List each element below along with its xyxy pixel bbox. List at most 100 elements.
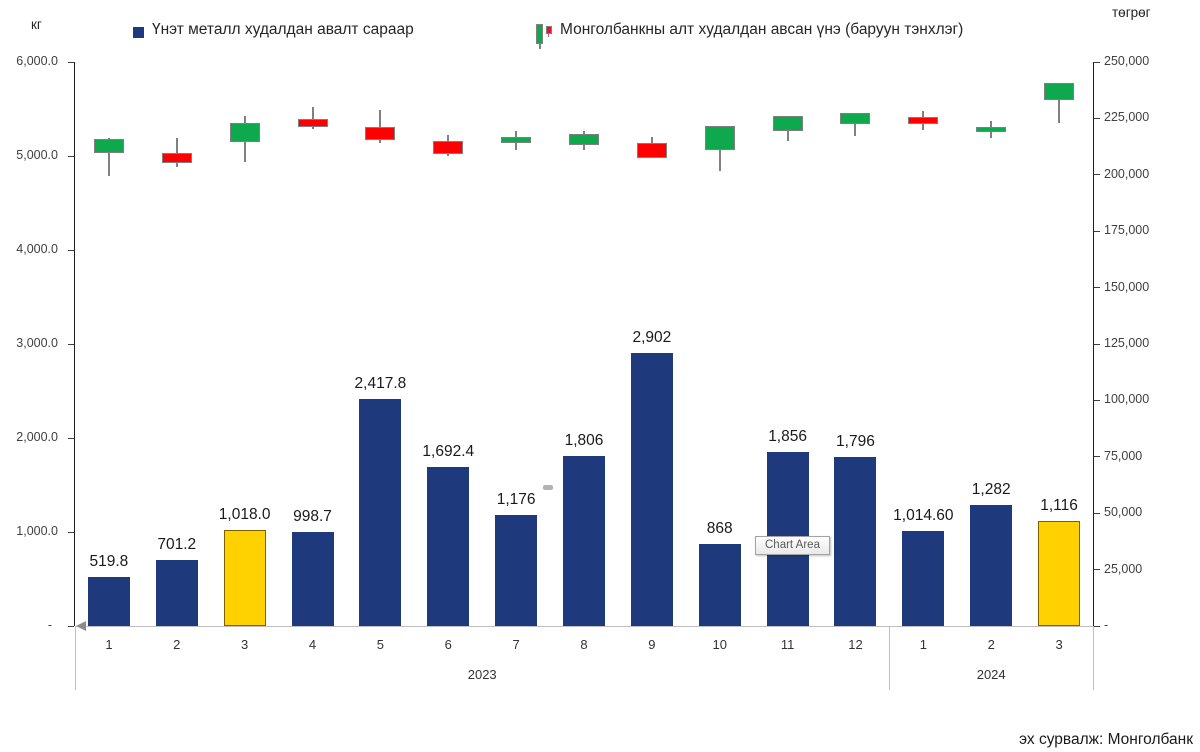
month-label: 12 [848, 637, 863, 652]
left-axis-tick [68, 625, 74, 627]
candlestick[interactable] [93, 138, 124, 154]
bar-value-label: 2,417.8 [354, 374, 407, 392]
month-label: 9 [648, 637, 656, 652]
month-label: 7 [512, 637, 520, 652]
year-separator-line [1092, 626, 1094, 690]
month-label: 2 [173, 637, 181, 652]
month-label: 1 [105, 637, 113, 652]
left-axis-tick-label: 3,000.0 [16, 336, 58, 350]
candlestick[interactable] [772, 115, 803, 132]
right-axis-line [1093, 62, 1094, 626]
candlestick[interactable] [433, 140, 464, 154]
candlestick-legend-wick2-icon [547, 33, 549, 37]
candle-wick [311, 107, 314, 129]
candlestick[interactable] [229, 123, 260, 142]
bar[interactable] [427, 466, 470, 626]
candlestick[interactable] [297, 118, 328, 127]
candlestick[interactable] [704, 125, 735, 151]
candlestick[interactable] [908, 117, 939, 125]
left-axis-tick-label: 2,000.0 [16, 430, 58, 444]
candlestick[interactable] [976, 126, 1007, 133]
right-axis-tick-label: 50,000 [1104, 505, 1143, 520]
bar[interactable] [495, 515, 538, 626]
candle-wick [854, 113, 857, 136]
month-label: 5 [376, 637, 384, 652]
month-label: 8 [580, 637, 588, 652]
right-axis-tick [1094, 343, 1100, 345]
right-axis-tick [1094, 569, 1100, 571]
right-axis-tick [1094, 61, 1100, 63]
candlestick[interactable] [501, 136, 532, 143]
month-label: 6 [444, 637, 452, 652]
right-axis-unit-label: төгрөг [1112, 5, 1151, 20]
candlestick-legend-wick-icon [538, 43, 541, 49]
left-axis-tick [68, 155, 74, 157]
candlestick[interactable] [569, 134, 599, 146]
left-axis-tick-label: 5,000.0 [16, 148, 58, 162]
candlestick[interactable] [1044, 82, 1075, 100]
month-label: 2 [987, 637, 995, 652]
right-axis-tick [1094, 456, 1100, 458]
bar[interactable] [902, 530, 945, 626]
bar[interactable] [87, 577, 130, 626]
bar-value-label: 1,116 [1040, 497, 1078, 515]
bar-value-label: 1,014.60 [893, 506, 954, 524]
right-axis-tick [1094, 625, 1100, 627]
year-separator-line [74, 626, 76, 690]
candle-wick [1058, 82, 1061, 124]
bar[interactable] [630, 353, 673, 626]
left-axis-tick-label: - [47, 618, 52, 632]
candlestick[interactable] [840, 113, 871, 125]
source-note: эх сурвалж: Монголбанк [1019, 731, 1193, 748]
left-axis-tick-label: 6,000.0 [16, 54, 58, 68]
right-axis-tick-label: 175,000 [1104, 223, 1150, 238]
bar-value-label: 1,692.4 [422, 442, 475, 460]
left-axis-tick [68, 343, 74, 345]
chart-area-tooltip: Chart Area [755, 536, 830, 555]
right-axis-tick [1094, 174, 1100, 176]
bar[interactable] [970, 505, 1013, 626]
left-axis-tick [68, 437, 74, 439]
candlestick[interactable] [636, 142, 667, 159]
candlestick[interactable] [161, 152, 192, 163]
bar[interactable] [291, 532, 334, 626]
bar-value-label: 519.8 [89, 553, 129, 571]
bar[interactable] [1038, 521, 1081, 626]
bar-value-label: 868 [706, 520, 733, 538]
month-label: 10 [712, 637, 727, 652]
candlestick[interactable] [365, 127, 396, 141]
legend-candle-series-label: Монголбанкны алт худалдан авсан үнэ (бар… [560, 21, 964, 38]
left-axis-tick [68, 531, 74, 533]
candle-wick [107, 138, 110, 177]
right-axis-tick-label: 75,000 [1104, 448, 1143, 463]
candlestick-legend-down-icon [545, 26, 552, 34]
bar-value-label: 1,856 [768, 427, 807, 445]
month-label: 1 [919, 637, 927, 652]
month-label: 4 [308, 637, 317, 652]
bar[interactable] [359, 398, 402, 626]
year-separator-line [888, 626, 890, 690]
bar-value-label: 1,796 [836, 433, 875, 451]
bar-value-label: 701.2 [157, 536, 197, 554]
bar-value-label: 1,806 [564, 432, 604, 450]
bar[interactable] [834, 457, 877, 626]
bar[interactable] [223, 530, 266, 626]
right-axis-tick-label: 225,000 [1104, 110, 1150, 125]
bar[interactable] [155, 560, 198, 626]
bar[interactable] [698, 544, 741, 626]
right-axis-tick-label: 125,000 [1104, 336, 1150, 350]
origin-arrow-icon [76, 621, 86, 631]
bar-value-label: 2,902 [632, 329, 672, 347]
right-axis-tick-label: - [1104, 618, 1109, 632]
bar-value-label: 1,282 [971, 481, 1011, 499]
legend-bar-series-label: Үнэт металл худалдан авалт сараар [152, 21, 414, 38]
right-axis-tick-label: 200,000 [1104, 166, 1150, 181]
right-axis-tick [1094, 117, 1100, 119]
right-axis-tick [1094, 287, 1100, 289]
left-axis-tick [68, 61, 74, 63]
mouse-cursor-artifact [543, 485, 553, 490]
bar[interactable] [563, 456, 605, 626]
bar-series-legend-swatch-icon [133, 27, 144, 38]
